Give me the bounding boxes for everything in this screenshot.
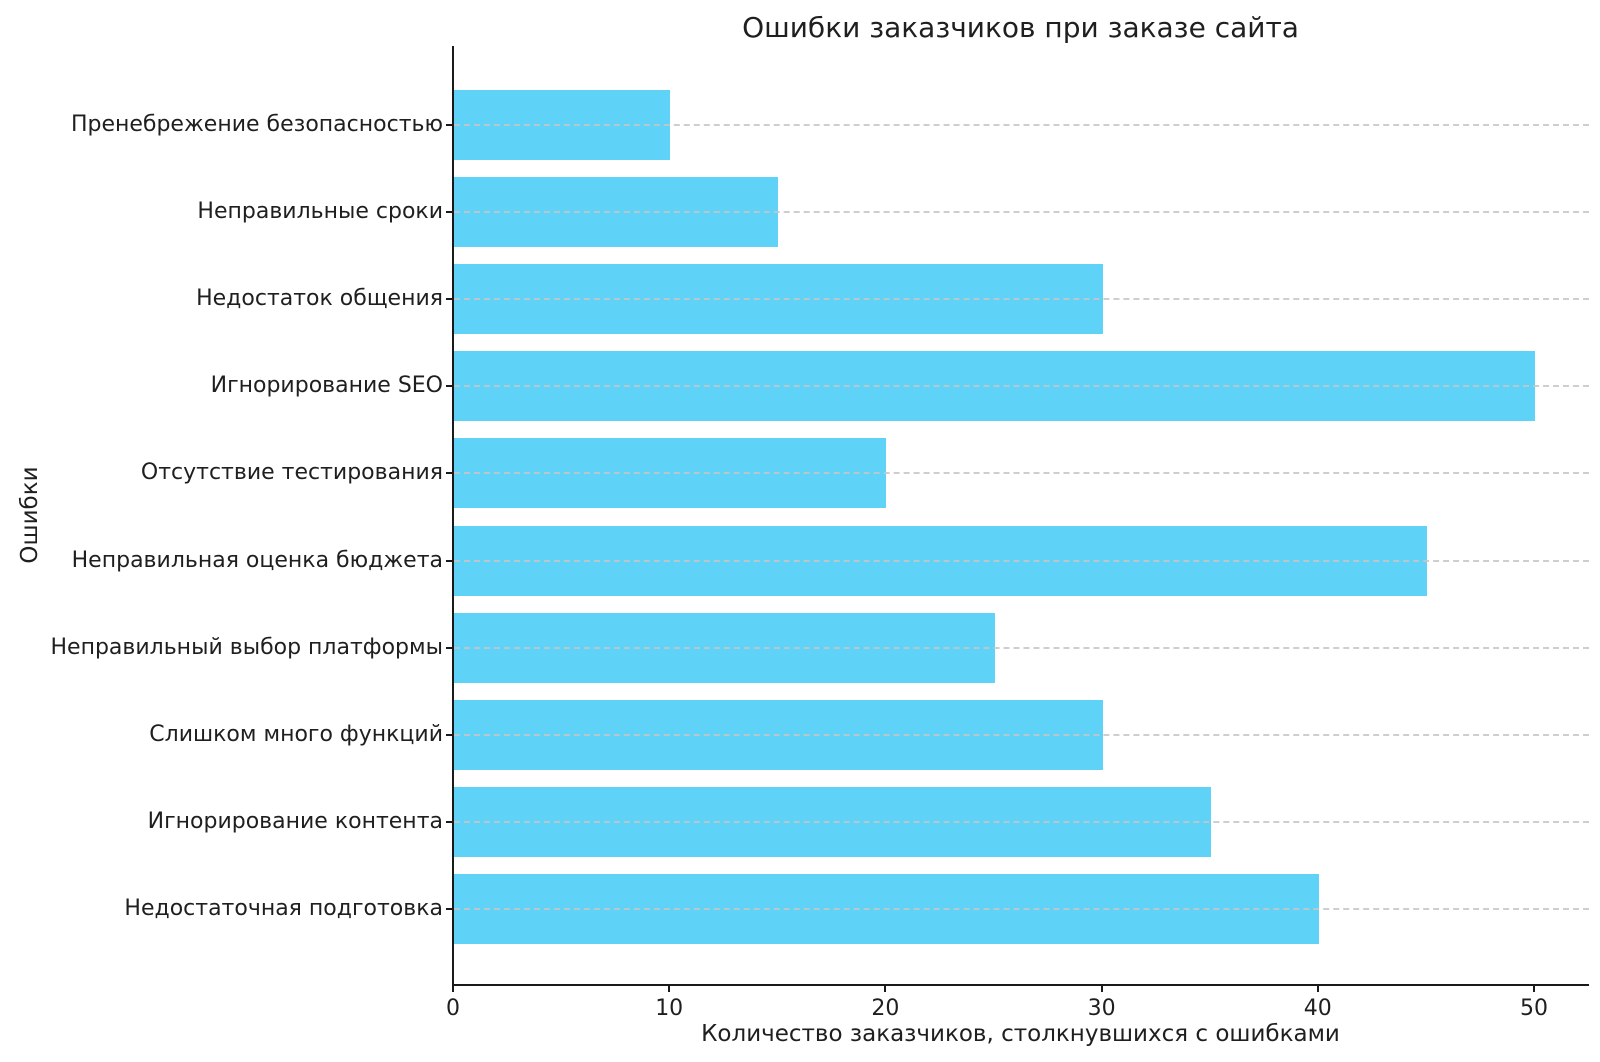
y-tick (446, 820, 454, 823)
x-tick-label: 10 (655, 996, 684, 1021)
gridline (454, 124, 1589, 126)
category-label: Неправильная оценка бюджета (71, 547, 443, 573)
gridline (454, 907, 1589, 910)
category-label: Неправильный выбор платформы (50, 634, 443, 660)
y-tick (446, 124, 454, 126)
y-tick (446, 733, 454, 736)
gridline (454, 733, 1589, 736)
x-tick (1100, 984, 1103, 992)
x-tick (884, 984, 887, 992)
category-label: Игнорирование SEO (210, 373, 443, 399)
category-label: Игнорирование контента (147, 808, 443, 834)
x-tick-label: 40 (1303, 996, 1332, 1021)
category-label: Недостаточная подготовка (124, 895, 443, 921)
category-label: Отсутствие тестирования (140, 460, 443, 486)
category-label: Недостаток общения (196, 286, 443, 312)
y-tick (446, 211, 454, 214)
category-label: Неправильные сроки (197, 199, 443, 225)
gridline (454, 820, 1589, 823)
y-tick (446, 385, 454, 388)
gridline (454, 385, 1589, 388)
y-tick (446, 559, 454, 562)
y-tick (446, 646, 454, 649)
x-tick-label: 50 (1520, 996, 1548, 1021)
x-axis-title: Количество заказчиков, столкнувшихся с о… (701, 1021, 1340, 1047)
gridline (454, 559, 1589, 562)
gridline (454, 211, 1589, 214)
x-tick (1316, 984, 1319, 992)
x-tick-label: 30 (1087, 996, 1116, 1021)
category-label: Пренебрежение безопасностью (70, 112, 443, 137)
gridline (454, 646, 1589, 649)
plot-area (452, 46, 1589, 986)
x-tick (668, 984, 671, 992)
gridline (454, 472, 1589, 475)
gridline (454, 298, 1589, 301)
x-tick-label: 0 (446, 996, 460, 1021)
y-tick (446, 907, 454, 910)
y-axis-title: Ошибки (17, 466, 43, 564)
category-label: Слишком много функций (149, 721, 443, 747)
x-tick (452, 984, 454, 992)
x-tick (1533, 984, 1535, 992)
chart-title: Ошибки заказчиков при заказе сайта (742, 11, 1299, 44)
y-tick (446, 298, 454, 301)
y-tick (446, 472, 454, 475)
x-tick-label: 20 (871, 996, 900, 1021)
